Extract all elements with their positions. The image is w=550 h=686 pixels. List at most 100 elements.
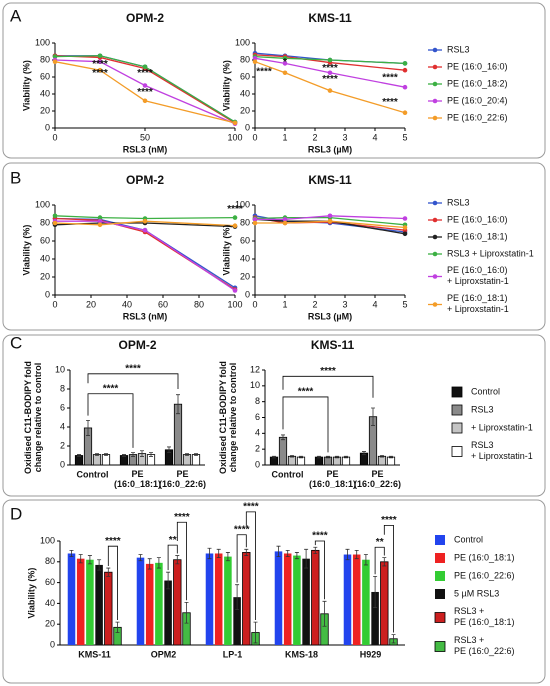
legend-swatch: [451, 404, 463, 416]
y-tick-label: 40: [40, 88, 50, 98]
bar: [274, 551, 283, 645]
legend-label: PE (16:0_16:0): [447, 214, 508, 224]
data-point: [282, 217, 288, 222]
series-line: [55, 220, 236, 292]
data-point: [282, 56, 288, 61]
y-tick-label: 60: [45, 577, 55, 587]
error-bar: [285, 549, 290, 557]
y-tick-label: 20: [240, 271, 250, 281]
data-point: [402, 84, 408, 90]
error-bar: [166, 571, 171, 590]
legend-label: PE (16:0_22:6): [447, 112, 508, 122]
y-tick-label: 0: [245, 122, 250, 132]
error-bar: [140, 450, 144, 457]
x-tick-label: 2: [312, 299, 317, 309]
x-tick-label: 4: [372, 299, 377, 309]
legend-swatch: [432, 115, 438, 121]
legend-swatch: [432, 98, 438, 104]
legend-label: PE (16:0_20:4): [447, 95, 508, 105]
significance-bracket: [107, 545, 118, 621]
y-axis-label: Oxidised C11-BODIPY foldchange relative …: [23, 361, 43, 474]
data-point: [327, 218, 333, 224]
y-tick-label: 60: [240, 71, 250, 81]
chart-title: KMS-11: [308, 11, 352, 25]
data-point: [327, 57, 333, 63]
data-point: [142, 218, 148, 224]
chart-title: OPM-2: [126, 11, 164, 25]
error-bar: [299, 455, 303, 459]
data-point: [252, 56, 258, 61]
legend-swatch: [434, 612, 446, 623]
data-point: [282, 70, 288, 76]
error-bar: [216, 548, 221, 559]
legend-swatch: [432, 64, 438, 70]
bar: [287, 455, 297, 466]
error-bar: [281, 434, 285, 441]
y-axis-label: Viability (%): [26, 568, 36, 619]
error-bar: [184, 601, 189, 624]
y-tick-label: 20: [40, 105, 50, 115]
error-bar: [86, 419, 90, 436]
data-point: [97, 215, 103, 220]
panel-letter: A: [10, 6, 22, 25]
y-tick-label: 10: [250, 380, 260, 390]
bar: [67, 553, 76, 645]
data-point: [142, 98, 148, 104]
legend-swatch: [432, 217, 438, 223]
y-tick-label: 4: [60, 421, 65, 431]
y-axis-label: Viability (%): [21, 60, 31, 111]
error-bar: [97, 559, 102, 571]
series-line: [254, 218, 406, 235]
significance-bracket: [87, 393, 134, 448]
bar: [136, 557, 145, 645]
legend-swatch: [435, 535, 445, 545]
significance-label: ****: [243, 502, 259, 513]
bar: [242, 552, 251, 646]
series-line: [255, 215, 406, 221]
error-bar: [69, 549, 74, 557]
x-tick-label: H929: [360, 649, 382, 659]
y-tick-label: 12: [250, 364, 260, 374]
error-bar: [207, 547, 212, 560]
legend-label: RSL3 + Liproxstatin-1: [447, 248, 534, 258]
bar: [155, 562, 163, 645]
significance-label: ****: [92, 59, 108, 70]
error-bar: [344, 455, 348, 459]
data-point: [402, 231, 408, 237]
bar: [74, 455, 84, 466]
error-bar: [122, 454, 126, 457]
x-tick-label: PE (16:0_22:6): [354, 469, 401, 489]
legend-swatch: [451, 386, 463, 398]
y-axis-label: Viability (%): [21, 225, 31, 276]
y-tick-label: 60: [240, 235, 250, 245]
bar: [352, 554, 361, 645]
significance-bracket: [87, 373, 179, 389]
x-tick-label: PE (16:0_18:1): [309, 469, 356, 489]
legend-swatch: [451, 446, 463, 457]
panel-frame: [2, 499, 546, 684]
series-line: [254, 55, 406, 65]
data-point: [402, 216, 408, 221]
error-bar: [373, 575, 378, 608]
x-tick-label: 0: [52, 132, 57, 142]
x-tick-label: Control: [272, 469, 304, 479]
x-axis-label: RSL3 (nM): [123, 311, 168, 321]
legend-label: PE (16:0_18:1) + Liproxstatin-1: [447, 293, 509, 314]
x-tick-label: OPM2: [151, 649, 177, 659]
error-bar: [276, 545, 281, 557]
x-tick-label: KMS-18: [285, 649, 318, 659]
data-point: [52, 59, 58, 64]
y-tick-label: 60: [40, 71, 50, 81]
panel-frame: [2, 2, 546, 159]
series-line: [54, 61, 236, 124]
y-tick-label: 80: [40, 217, 50, 227]
significance-label: ****: [382, 97, 398, 108]
x-tick-label: Control: [77, 469, 109, 479]
significance-label: ****: [298, 387, 314, 398]
bar: [191, 454, 201, 466]
y-tick-label: 0: [45, 289, 50, 299]
series-line: [54, 215, 236, 220]
x-tick-label: 0: [52, 299, 57, 309]
data-point: [252, 217, 258, 222]
legend-swatch: [432, 81, 438, 87]
